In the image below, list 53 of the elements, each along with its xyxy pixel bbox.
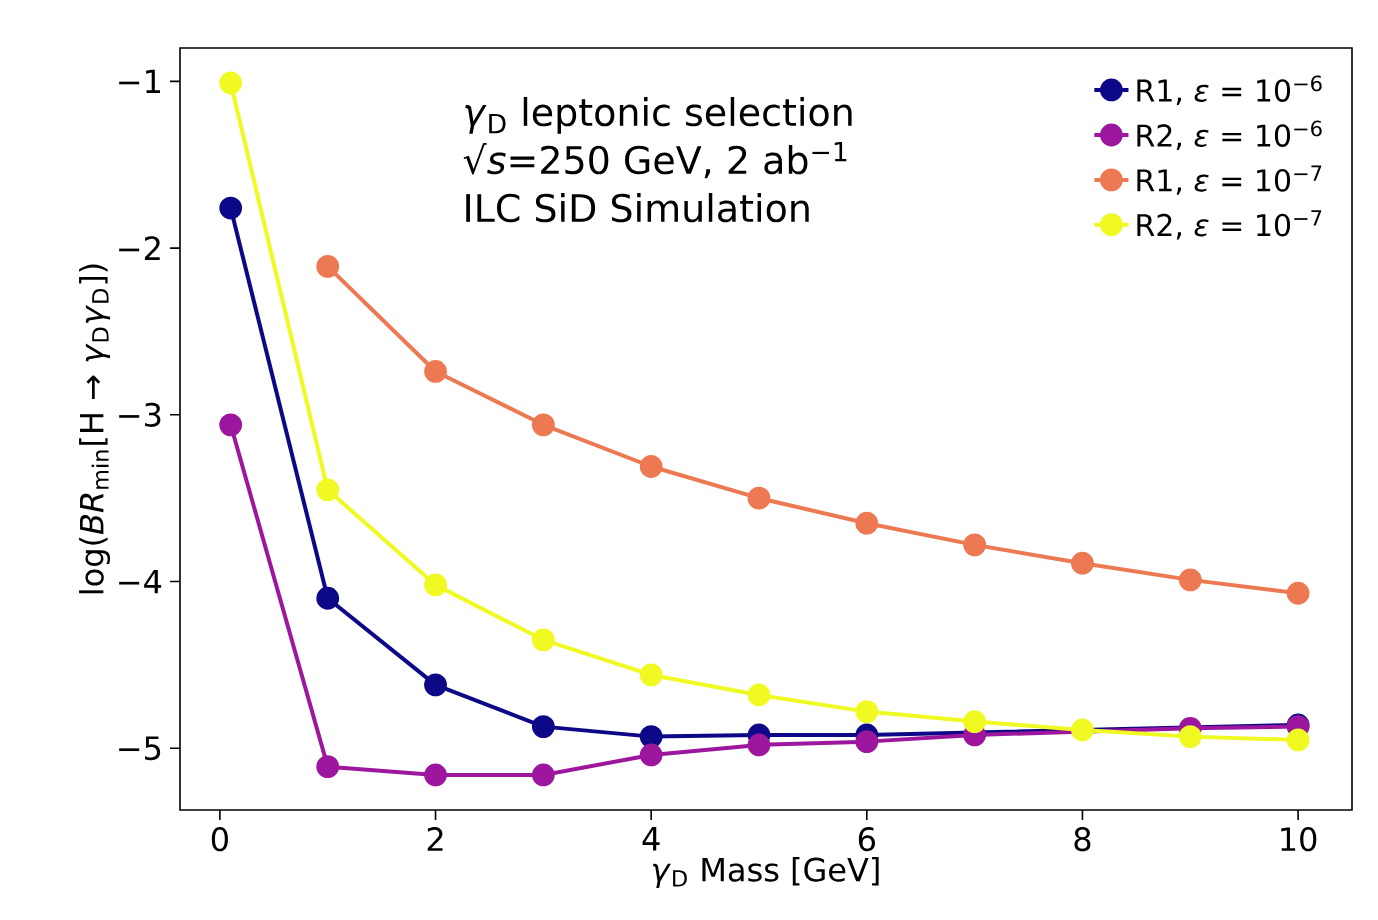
point xyxy=(747,486,771,510)
legend-label: R2, ε = 10$^{−7}$ xyxy=(1137,210,1322,240)
point xyxy=(855,730,879,754)
text: log(BR$_{min}$[H → γ$_{D}$γ$_{D}$]) xyxy=(79,264,111,594)
annotation: γ$_{D}$ leptonic selection xyxy=(465,96,852,134)
point xyxy=(316,255,340,278)
point xyxy=(424,573,447,597)
annotation: ILC SiD Simulation xyxy=(466,192,809,223)
x-axis-title: γ$_{D}$ Mass [GeV] xyxy=(652,856,879,888)
point xyxy=(219,196,243,220)
y-tick-label: −2 xyxy=(119,236,160,260)
point xyxy=(963,710,987,734)
annotation: √s=250 GeV, 2 ab$^{−1}$ xyxy=(463,141,847,179)
x-tick-label: 2 xyxy=(427,827,443,851)
point xyxy=(1286,728,1310,752)
point xyxy=(219,71,243,95)
point xyxy=(639,455,663,478)
point xyxy=(855,511,879,535)
point xyxy=(424,673,447,697)
point xyxy=(963,533,987,557)
point xyxy=(316,478,340,502)
y-tick-label: −1 xyxy=(119,69,160,93)
point xyxy=(531,715,555,739)
point xyxy=(639,743,663,767)
point xyxy=(531,628,555,652)
point xyxy=(424,360,447,383)
point xyxy=(219,413,243,437)
point xyxy=(747,683,771,707)
x-tick-label: 8 xyxy=(1074,827,1091,852)
point xyxy=(424,763,447,787)
point xyxy=(531,763,555,787)
point xyxy=(639,663,663,687)
legend-label: R1, ε = 10$^{−6}$ xyxy=(1137,75,1322,105)
x-tick-label: 10 xyxy=(1281,827,1317,852)
point xyxy=(747,733,771,757)
point xyxy=(855,700,879,724)
point xyxy=(1178,568,1202,592)
x-tick-label: 6 xyxy=(858,827,875,852)
x-tick-label: 4 xyxy=(642,827,660,851)
point xyxy=(1071,551,1094,575)
point xyxy=(316,586,340,610)
x-tick-label: 0 xyxy=(211,827,228,852)
y-tick-label: −5 xyxy=(119,736,161,761)
y-tick-label: −4 xyxy=(119,569,162,594)
legend-label: R2, ε = 10$^{−6}$ xyxy=(1137,120,1322,150)
point xyxy=(639,725,663,749)
y-tick-label: −3 xyxy=(119,402,161,427)
point xyxy=(316,755,340,779)
legend-label: R1, ε = 10$^{−7}$ xyxy=(1137,165,1322,195)
point xyxy=(1178,725,1202,749)
point xyxy=(531,413,555,437)
point xyxy=(1071,718,1094,742)
point xyxy=(1286,581,1310,605)
